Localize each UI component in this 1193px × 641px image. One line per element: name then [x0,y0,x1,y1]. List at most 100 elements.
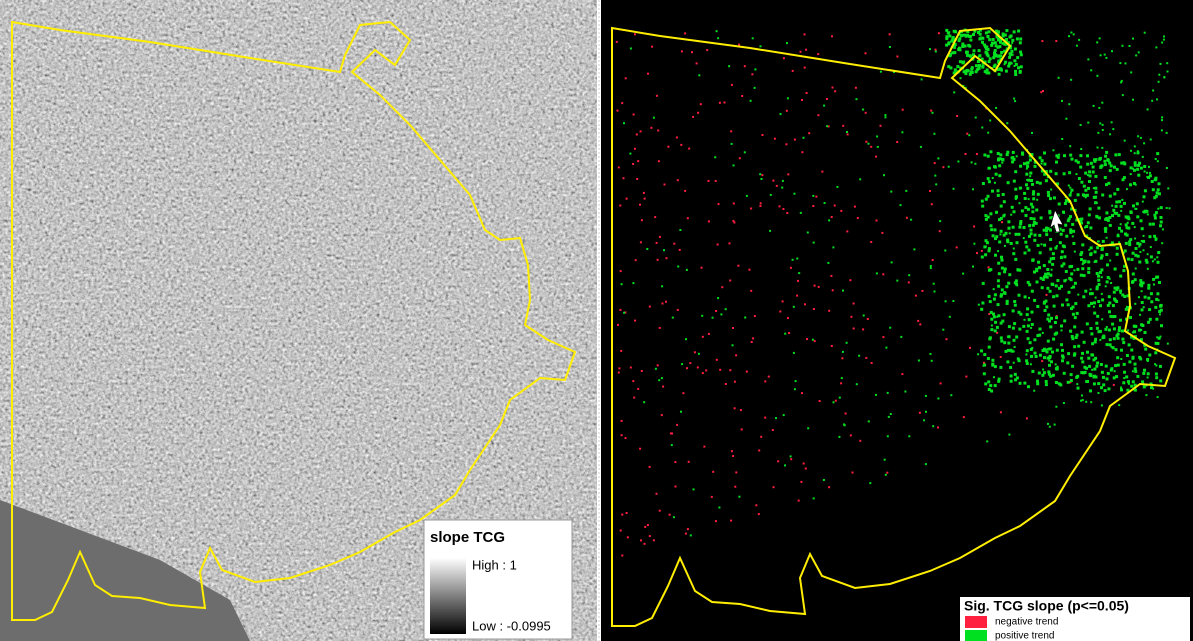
positive-pixel [858,355,860,357]
positive-pixel [1131,258,1134,261]
negative-pixel [649,466,651,468]
negative-pixel [721,286,723,288]
positive-pixel [1138,51,1140,53]
positive-pixel [783,414,785,416]
negative-pixel [637,160,639,162]
positive-pixel [1098,158,1101,161]
positive-pixel [1151,100,1153,102]
positive-pixel [1020,53,1023,56]
positive-pixel [987,132,989,134]
positive-pixel [910,219,912,221]
negative-pixel [684,32,686,34]
positive-pixel [981,256,984,259]
positive-pixel [769,230,771,232]
positive-pixel [1014,70,1017,73]
positive-pixel [1039,251,1042,254]
negative-pixel [619,309,621,311]
negative-pixel [786,110,788,112]
positive-pixel [731,143,733,145]
positive-pixel [1016,56,1019,59]
positive-pixel [978,37,981,40]
positive-pixel [1048,210,1051,213]
positive-pixel [1096,272,1099,275]
negative-pixel [729,280,731,282]
positive-pixel [1159,365,1162,368]
positive-pixel [1019,51,1022,54]
positive-pixel [1123,176,1126,179]
positive-pixel [712,317,714,319]
positive-pixel [1051,351,1054,354]
positive-pixel [1095,365,1098,368]
positive-pixel [1093,382,1096,385]
positive-pixel [994,166,997,169]
negative-pixel [981,250,983,252]
negative-pixel [734,407,736,409]
positive-pixel [1013,30,1016,33]
negative-pixel [1000,411,1002,413]
positive-pixel [1118,200,1121,203]
positive-pixel [1087,221,1090,224]
positive-pixel [1101,404,1103,406]
positive-pixel [1003,291,1006,294]
positive-pixel [1118,404,1120,406]
positive-pixel [988,60,991,63]
positive-pixel [890,191,892,193]
positive-pixel [1150,292,1153,295]
positive-pixel [1021,209,1024,212]
positive-pixel [1006,360,1009,363]
positive-pixel [1152,90,1154,92]
positive-pixel [1030,203,1033,206]
positive-pixel [1024,295,1027,298]
negative-pixel [639,204,641,206]
positive-pixel [988,180,991,183]
negative-pixel [666,257,668,259]
positive-pixel [1050,360,1053,363]
positive-pixel [1015,283,1018,286]
negative-pixel [730,130,732,132]
negative-pixel [847,133,849,135]
positive-pixel [1129,316,1132,319]
positive-pixel [1025,359,1028,362]
negative-pixel [636,134,638,136]
positive-pixel [828,219,830,221]
positive-pixel [1000,295,1003,298]
positive-pixel [1047,194,1050,197]
positive-pixel [1111,205,1113,207]
positive-pixel [1026,349,1029,352]
positive-pixel [1049,274,1052,277]
positive-pixel [1141,380,1144,383]
negative-pixel [657,364,659,366]
positive-pixel [1052,252,1055,255]
negative-pixel [697,366,699,368]
positive-pixel [1005,285,1008,288]
positive-pixel [968,45,971,48]
positive-pixel [1074,269,1076,271]
positive-pixel [1052,295,1055,298]
negative-pixel [724,102,726,104]
positive-pixel [1118,227,1121,230]
positive-pixel [1026,313,1029,316]
positive-pixel [1043,371,1046,374]
negative-pixel [821,171,823,173]
positive-pixel [1132,273,1135,276]
positive-pixel [1093,306,1095,308]
positive-pixel [790,455,792,457]
positive-pixel [1074,199,1077,202]
negative-pixel [702,372,704,374]
positive-pixel [1006,302,1009,305]
positive-pixel [1109,338,1112,341]
positive-pixel [992,56,995,59]
negative-pixel [804,33,806,35]
positive-pixel [1108,295,1111,298]
positive-pixel [968,134,970,136]
negative-pixel [706,49,708,51]
positive-pixel [1158,182,1161,185]
positive-pixel [1023,192,1026,195]
positive-pixel [998,241,1001,244]
positive-pixel [1133,169,1136,172]
positive-pixel [1139,251,1141,253]
negative-pixel [620,530,622,532]
positive-pixel [991,190,994,193]
positive-pixel [1130,166,1133,169]
positive-pixel [1029,159,1032,162]
